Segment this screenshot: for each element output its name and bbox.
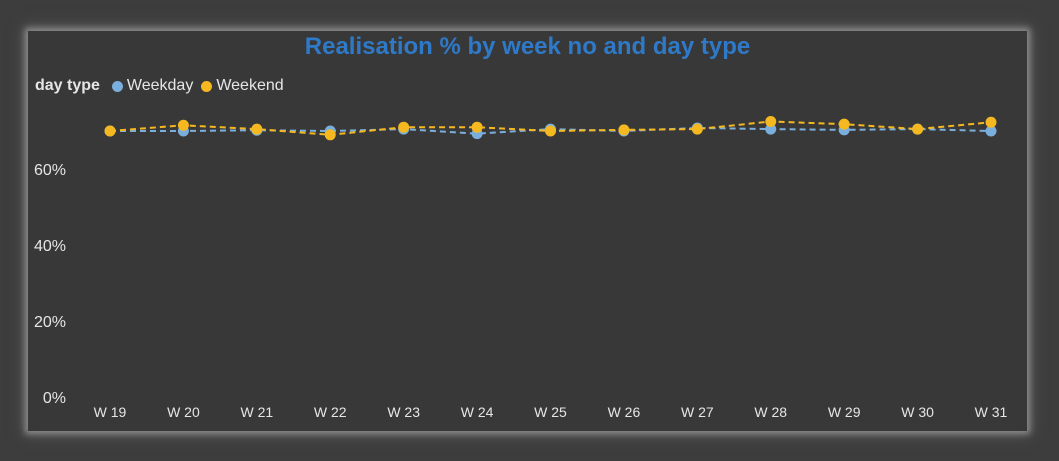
legend-title: day type — [35, 77, 100, 94]
x-tick-label: W 29 — [828, 404, 861, 420]
data-point-weekend[interactable] — [398, 121, 410, 133]
data-point-weekday[interactable] — [765, 123, 777, 135]
x-tick-label: W 26 — [608, 404, 641, 420]
x-tick-label: W 20 — [167, 404, 200, 420]
data-point-weekend[interactable] — [104, 125, 116, 137]
x-tick-label: W 19 — [94, 404, 127, 420]
legend-item-weekday[interactable]: Weekday — [111, 77, 194, 95]
data-point-weekend[interactable] — [691, 123, 703, 135]
x-tick-label: W 31 — [975, 404, 1008, 420]
y-tick-label: 20% — [34, 314, 66, 331]
data-point-weekend[interactable] — [912, 123, 924, 135]
data-point-weekday[interactable] — [985, 125, 997, 137]
x-tick-label: W 23 — [387, 404, 420, 420]
legend: day type Weekday Weekend — [35, 77, 292, 95]
chart-panel: Realisation % by week no and day type da… — [28, 31, 1027, 431]
x-tick-label: W 24 — [461, 404, 494, 420]
data-point-weekend[interactable] — [177, 119, 189, 131]
line-chart: 0% 20% 40% 60% W 19 W 20 W 21 W 22 W 23 W 24 W 25 W… — [34, 116, 1008, 420]
x-tick-label: W 27 — [681, 404, 714, 420]
legend-label-weekend: Weekend — [216, 77, 284, 94]
x-tick-label: W 22 — [314, 404, 347, 420]
x-tick-label: W 25 — [534, 404, 567, 420]
x-tick-label: W 21 — [240, 404, 273, 420]
data-point-weekend[interactable] — [324, 129, 336, 141]
y-tick-label: 40% — [34, 238, 66, 255]
y-tick-label: 0% — [43, 390, 66, 407]
legend-label-weekday: Weekday — [126, 77, 194, 94]
data-point-weekend[interactable] — [618, 124, 630, 136]
legend-item-weekend[interactable]: Weekend — [201, 77, 284, 95]
data-point-weekend[interactable] — [985, 116, 997, 128]
x-tick-label: W 30 — [901, 404, 934, 420]
data-point-weekend[interactable] — [545, 125, 556, 137]
data-point-weekend[interactable] — [471, 121, 483, 133]
chart-title: Realisation % by week no and day type — [304, 33, 751, 60]
data-point-weekend[interactable] — [765, 116, 777, 127]
x-tick-label: W 28 — [754, 404, 787, 420]
legend-marker-weekday — [111, 80, 123, 92]
data-point-weekend[interactable] — [838, 118, 850, 130]
data-point-weekend[interactable] — [251, 123, 263, 135]
legend-marker-weekend — [201, 80, 213, 92]
y-tick-label: 60% — [34, 162, 66, 179]
